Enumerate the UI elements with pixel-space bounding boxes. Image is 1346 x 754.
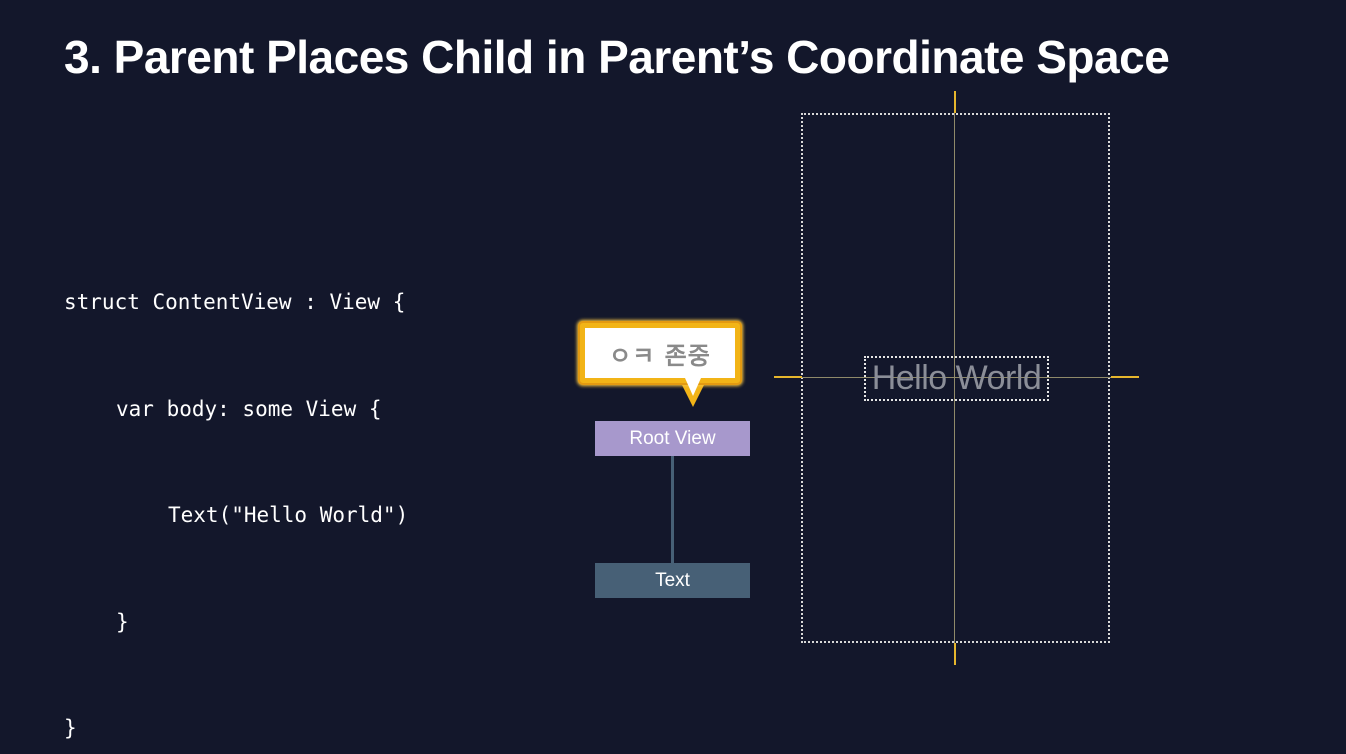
text-node: Text xyxy=(595,563,750,598)
root-view-node: Root View xyxy=(595,421,750,456)
code-line: var body: some View { xyxy=(116,396,382,421)
vertical-guide-top-cap xyxy=(954,91,956,113)
parent-frame xyxy=(801,113,1110,643)
speech-bubble-text: ㅇㅋ 존중 xyxy=(609,341,711,370)
speech-bubble: ㅇㅋ 존중 xyxy=(580,323,740,383)
code-line: } xyxy=(116,609,129,634)
code-line: } xyxy=(64,716,77,740)
hello-world-frame: Hello World xyxy=(864,356,1049,401)
hello-world-text: Hello World xyxy=(871,359,1042,397)
slide-title: 3. Parent Places Child in Parent’s Coord… xyxy=(64,31,1170,83)
vertical-guide-bottom-cap xyxy=(954,643,956,665)
horizontal-guide-right-cap xyxy=(1111,376,1139,378)
code-line: struct ContentView : View { xyxy=(64,290,406,314)
horizontal-guide-left-cap xyxy=(774,376,802,378)
horizontal-center-guide xyxy=(774,377,1139,378)
speech-bubble-tail-fill xyxy=(685,378,701,396)
vertical-center-guide xyxy=(954,91,955,665)
code-line: Text("Hello World") xyxy=(168,503,409,527)
code-block: struct ContentView : View { var body: so… xyxy=(64,214,408,754)
tree-connector xyxy=(671,456,674,563)
